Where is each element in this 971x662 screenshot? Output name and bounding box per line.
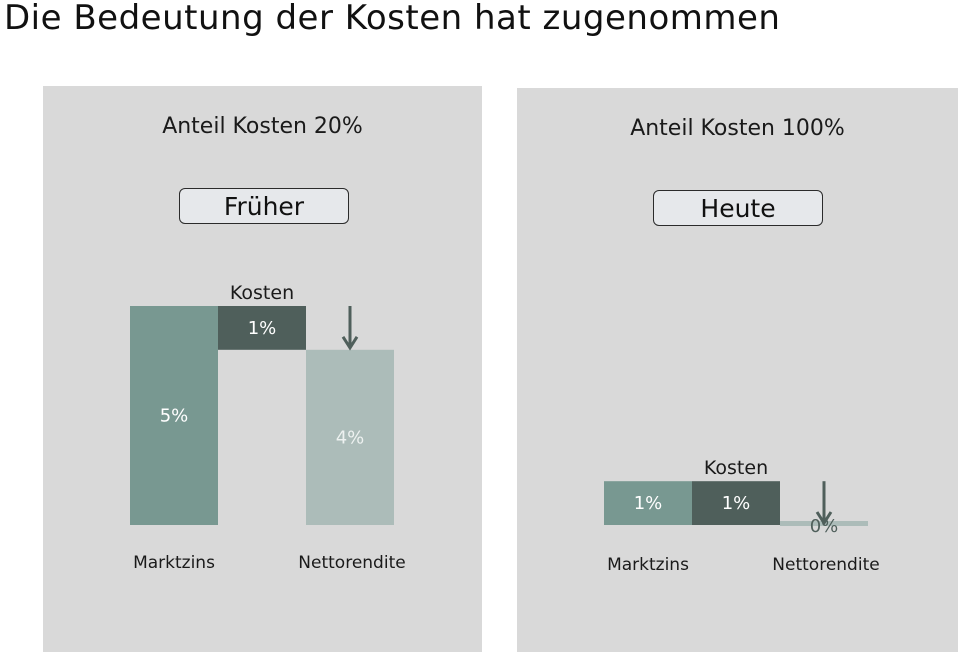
waterfall-chart: 5% 1% 4% Kosten Marktzins Nettorendite bbox=[130, 282, 406, 573]
data-label-nettorendite: 0% bbox=[810, 516, 839, 537]
arrow-head bbox=[815, 511, 833, 526]
data-label-marktzins: 5% bbox=[160, 406, 189, 427]
chart-panel-frueher: Anteil Kosten 20% Früher 5% 1% 4% Kosten Mar… bbox=[43, 86, 482, 652]
data-label-kosten: 1% bbox=[722, 493, 751, 514]
era-label-box: Früher bbox=[179, 188, 349, 224]
category-label-nettorendite: Nettorendite bbox=[298, 553, 405, 573]
arrow-head bbox=[341, 335, 359, 351]
page-title: Die Bedeutung der Kosten hat zugenommen bbox=[4, 0, 781, 38]
era-label-box: Heute bbox=[653, 190, 823, 226]
panel-heading: Anteil Kosten 100% bbox=[630, 116, 845, 141]
kosten-caption: Kosten bbox=[704, 457, 768, 479]
data-label-marktzins: 1% bbox=[634, 493, 663, 514]
kosten-caption: Kosten bbox=[230, 282, 294, 304]
category-label-marktzins: Marktzins bbox=[607, 555, 689, 575]
category-label-nettorendite: Nettorendite bbox=[772, 555, 879, 575]
data-label-nettorendite: 4% bbox=[336, 427, 365, 448]
panel-heading: Anteil Kosten 20% bbox=[162, 114, 363, 139]
data-label-kosten: 1% bbox=[248, 318, 277, 339]
category-label-marktzins: Marktzins bbox=[133, 553, 215, 573]
bar-kosten bbox=[218, 306, 306, 350]
chart-panel-heute: Anteil Kosten 100% Heute 1% 1% 0% Kosten Mar… bbox=[517, 88, 958, 652]
bar-kosten bbox=[692, 481, 780, 525]
bar-marktzins bbox=[130, 306, 218, 525]
bar-nettorendite bbox=[306, 349, 394, 525]
waterfall-chart: 1% 1% 0% Kosten Marktzins Nettorendite bbox=[604, 457, 880, 575]
bar-marktzins bbox=[604, 481, 692, 525]
